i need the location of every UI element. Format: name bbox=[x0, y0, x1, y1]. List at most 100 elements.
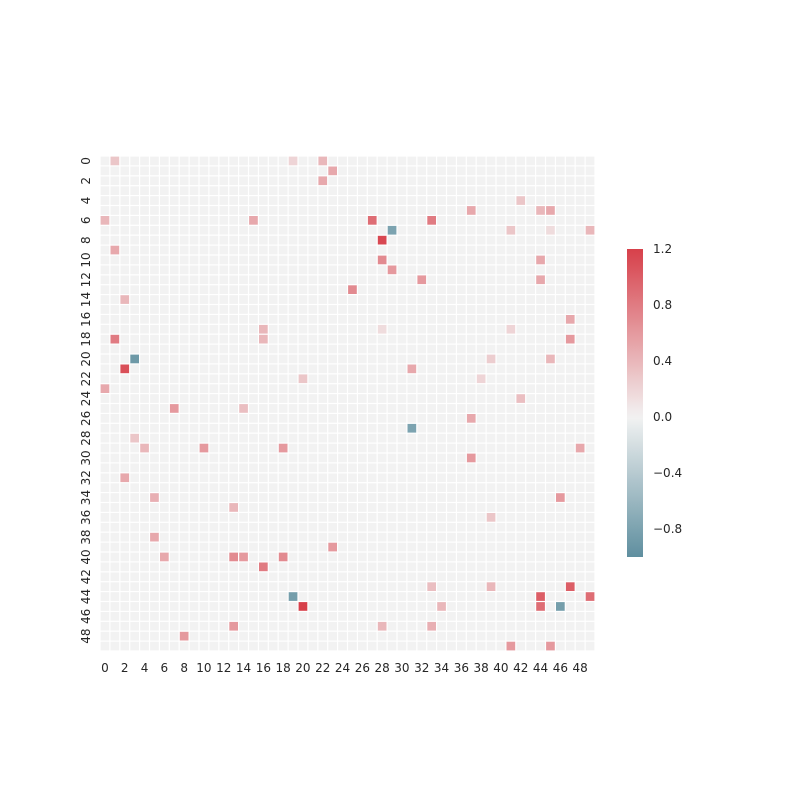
heatmap-cell bbox=[516, 473, 526, 483]
heatmap-cell bbox=[110, 255, 120, 265]
heatmap-cell bbox=[209, 206, 219, 215]
heatmap-cell bbox=[338, 631, 347, 641]
heatmap-cell bbox=[130, 423, 139, 433]
heatmap-cell bbox=[506, 522, 516, 532]
heatmap-cell bbox=[249, 483, 258, 492]
heatmap-cell bbox=[100, 245, 110, 255]
heatmap-cell bbox=[397, 433, 407, 443]
heatmap-cell bbox=[328, 542, 337, 552]
heatmap-cell bbox=[328, 483, 337, 492]
y-tick-label: 30 bbox=[79, 450, 93, 465]
heatmap-cell bbox=[130, 532, 139, 542]
heatmap-cell bbox=[506, 186, 516, 195]
heatmap-cell bbox=[259, 324, 268, 334]
heatmap-cell bbox=[268, 463, 278, 473]
heatmap-cell bbox=[140, 384, 149, 393]
heatmap-cell bbox=[199, 612, 209, 621]
heatmap-cell bbox=[486, 602, 496, 611]
heatmap-cell bbox=[427, 582, 436, 591]
heatmap-cell bbox=[526, 443, 535, 453]
heatmap-cell bbox=[407, 582, 417, 591]
heatmap-cell bbox=[536, 216, 545, 225]
heatmap-cell bbox=[516, 522, 526, 532]
heatmap-cell bbox=[130, 354, 139, 364]
heatmap-cell bbox=[100, 394, 110, 403]
heatmap-cell bbox=[160, 473, 169, 483]
heatmap-cell bbox=[476, 414, 486, 423]
heatmap-cell bbox=[407, 532, 417, 542]
heatmap-cell bbox=[278, 453, 288, 463]
heatmap-cell bbox=[318, 344, 328, 354]
heatmap-cell bbox=[457, 404, 466, 413]
heatmap-cell bbox=[466, 265, 476, 275]
heatmap-cell bbox=[338, 612, 347, 621]
heatmap-cell bbox=[358, 473, 367, 483]
heatmap-cell bbox=[189, 483, 199, 492]
heatmap-cell bbox=[585, 354, 595, 364]
heatmap-cell bbox=[298, 354, 308, 364]
heatmap-cell bbox=[120, 532, 130, 542]
heatmap-cell bbox=[150, 592, 159, 601]
x-tick-label: 30 bbox=[394, 661, 409, 675]
heatmap-cell bbox=[150, 235, 159, 245]
heatmap-cell bbox=[268, 305, 278, 314]
heatmap-cell bbox=[377, 186, 387, 195]
heatmap-cell bbox=[457, 522, 466, 532]
heatmap-cell bbox=[546, 265, 555, 275]
heatmap-cell bbox=[229, 582, 238, 591]
heatmap-cell bbox=[150, 156, 159, 166]
heatmap-cell bbox=[209, 602, 219, 611]
heatmap-cell bbox=[318, 562, 328, 572]
heatmap-cell bbox=[377, 166, 387, 176]
heatmap-cell bbox=[506, 453, 516, 463]
heatmap-cell bbox=[169, 552, 179, 562]
heatmap-cell bbox=[259, 225, 268, 235]
heatmap-cell bbox=[476, 305, 486, 314]
heatmap-cell bbox=[358, 315, 367, 324]
heatmap-cell bbox=[259, 503, 268, 512]
heatmap-cell bbox=[565, 324, 575, 334]
heatmap-cell bbox=[536, 186, 545, 195]
heatmap-cell bbox=[397, 166, 407, 176]
heatmap-cell bbox=[249, 562, 258, 572]
heatmap-cell bbox=[268, 493, 278, 502]
heatmap-cell bbox=[565, 186, 575, 195]
heatmap-cell bbox=[199, 621, 209, 631]
colorbar-tick-label: −0.8 bbox=[653, 522, 682, 536]
heatmap-cell bbox=[437, 384, 446, 393]
heatmap-cell bbox=[536, 453, 545, 463]
heatmap-cell bbox=[100, 186, 110, 195]
heatmap-cell bbox=[328, 245, 337, 255]
heatmap-cell bbox=[536, 206, 545, 215]
x-tick-label: 44 bbox=[533, 661, 548, 675]
heatmap-cell bbox=[437, 324, 446, 334]
heatmap-cell bbox=[179, 602, 189, 611]
heatmap-cell bbox=[338, 522, 347, 532]
x-tick-label: 46 bbox=[553, 661, 568, 675]
heatmap-cell bbox=[328, 156, 337, 166]
heatmap-cell bbox=[407, 315, 417, 324]
heatmap-cell bbox=[160, 275, 169, 285]
heatmap-cell bbox=[249, 166, 258, 176]
heatmap-cell bbox=[348, 443, 357, 453]
heatmap-cell bbox=[367, 522, 377, 532]
heatmap-cell bbox=[288, 196, 298, 205]
heatmap-cell bbox=[259, 285, 268, 294]
heatmap-cell bbox=[308, 493, 318, 502]
heatmap-cell bbox=[565, 433, 575, 443]
heatmap-cell bbox=[268, 196, 278, 205]
heatmap-cell bbox=[447, 522, 456, 532]
heatmap-cell bbox=[367, 334, 377, 344]
heatmap-cell bbox=[407, 572, 417, 582]
heatmap-cell bbox=[397, 245, 407, 255]
heatmap-cell bbox=[447, 206, 456, 215]
heatmap-cell bbox=[179, 592, 189, 601]
heatmap-cell bbox=[447, 166, 456, 176]
heatmap-cell bbox=[536, 315, 545, 324]
heatmap-cell bbox=[575, 532, 585, 542]
heatmap-cell bbox=[259, 186, 268, 195]
heatmap-cell bbox=[367, 612, 377, 621]
heatmap-cell bbox=[189, 612, 199, 621]
heatmap-cell bbox=[437, 186, 446, 195]
heatmap-cell bbox=[358, 384, 367, 393]
